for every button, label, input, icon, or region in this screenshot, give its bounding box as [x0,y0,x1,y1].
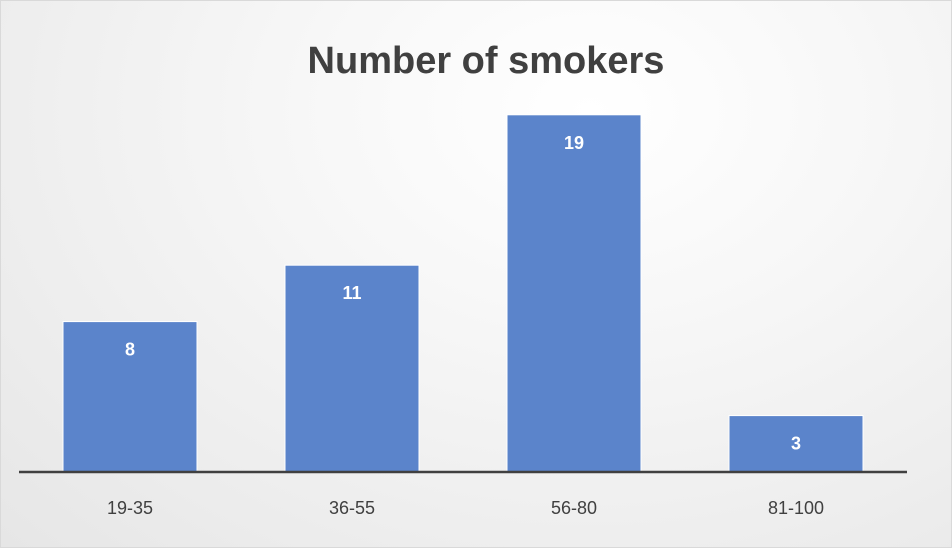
data-label-56-80: 19 [564,133,584,153]
chart-title: Number of smokers [308,40,665,82]
x-tick-label-56-80: 56-80 [551,498,597,518]
x-tick-label-19-35: 19-35 [107,498,153,518]
bars-layer [62,114,864,473]
bar-19-35 [62,321,198,473]
bar-56-80 [506,114,642,473]
x-axis-tick-labels: 19-35 36-55 56-80 81-100 [107,498,824,518]
x-tick-label-81-100: 81-100 [768,498,824,518]
bar-36-55 [284,264,420,473]
x-tick-label-36-55: 36-55 [329,498,375,518]
bar-81-100 [728,415,864,473]
data-labels-layer: 8 11 19 3 [125,133,801,454]
data-label-81-100: 3 [791,434,801,454]
data-label-19-35: 8 [125,340,135,360]
data-label-36-55: 11 [342,283,361,303]
